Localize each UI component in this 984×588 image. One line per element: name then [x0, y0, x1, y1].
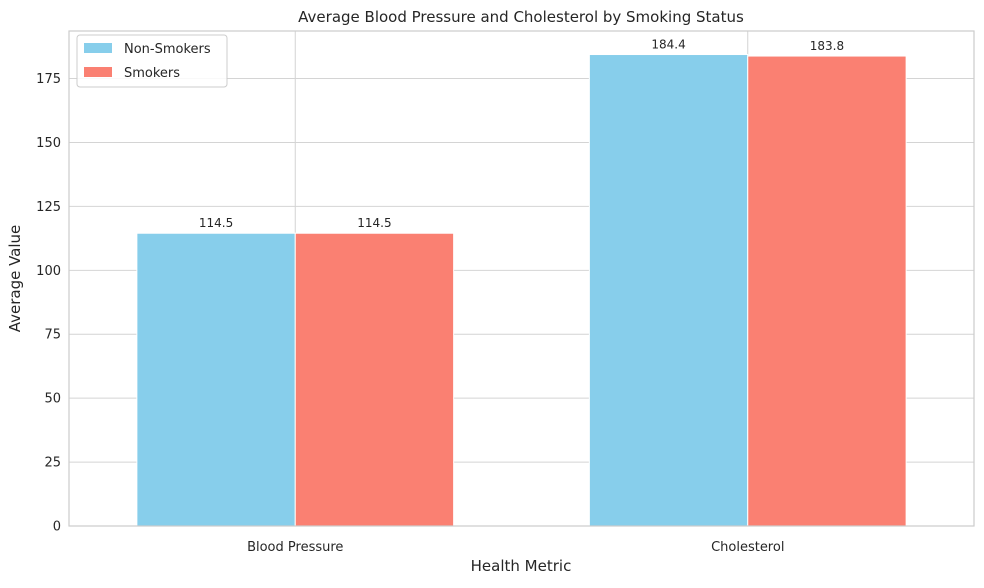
legend-swatch-non-smokers: [84, 43, 112, 53]
y-tick-label: 175: [36, 72, 61, 87]
bar-value-label: 114.5: [357, 216, 391, 230]
bar-non-smokers: [136, 232, 296, 527]
bar-non-smokers: [588, 54, 749, 527]
y-tick-label: 100: [36, 264, 61, 279]
y-tick-label: 0: [53, 520, 61, 535]
legend-box: [76, 34, 228, 88]
y-tick-label: 75: [44, 328, 61, 343]
plot-frame: [68, 30, 975, 527]
y-axis-ticks: 0 25 50 75 100 125 150 175: [36, 72, 61, 534]
y-tick-label: 150: [36, 136, 61, 151]
bar-value-label: 184.4: [651, 38, 685, 52]
y-tick-label: 50: [44, 392, 61, 407]
legend-label-non-smokers: Non-Smokers: [124, 42, 211, 57]
legend-swatch-smokers: [84, 67, 112, 77]
legend-label-smokers: Smokers: [124, 66, 180, 81]
y-tick-label: 125: [36, 200, 61, 215]
x-axis-ticks: Blood Pressure Cholesterol: [247, 540, 784, 555]
bar-smokers: [294, 232, 455, 527]
data-labels: 114.5 184.4 114.5 183.8: [199, 38, 844, 231]
bar-smokers: [747, 55, 907, 527]
bar-value-label: 183.8: [810, 39, 844, 53]
y-tick-label: 25: [44, 456, 61, 471]
chart-title: Average Blood Pressure and Cholesterol b…: [298, 8, 744, 26]
bar-value-label: 114.5: [199, 216, 233, 230]
bars: [136, 54, 907, 527]
x-tick-label: Blood Pressure: [247, 540, 343, 555]
y-axis-label: Average Value: [6, 225, 24, 333]
x-tick-label: Cholesterol: [711, 540, 784, 555]
legend: Non-Smokers Smokers: [76, 34, 228, 88]
x-axis-label: Health Metric: [471, 557, 572, 575]
